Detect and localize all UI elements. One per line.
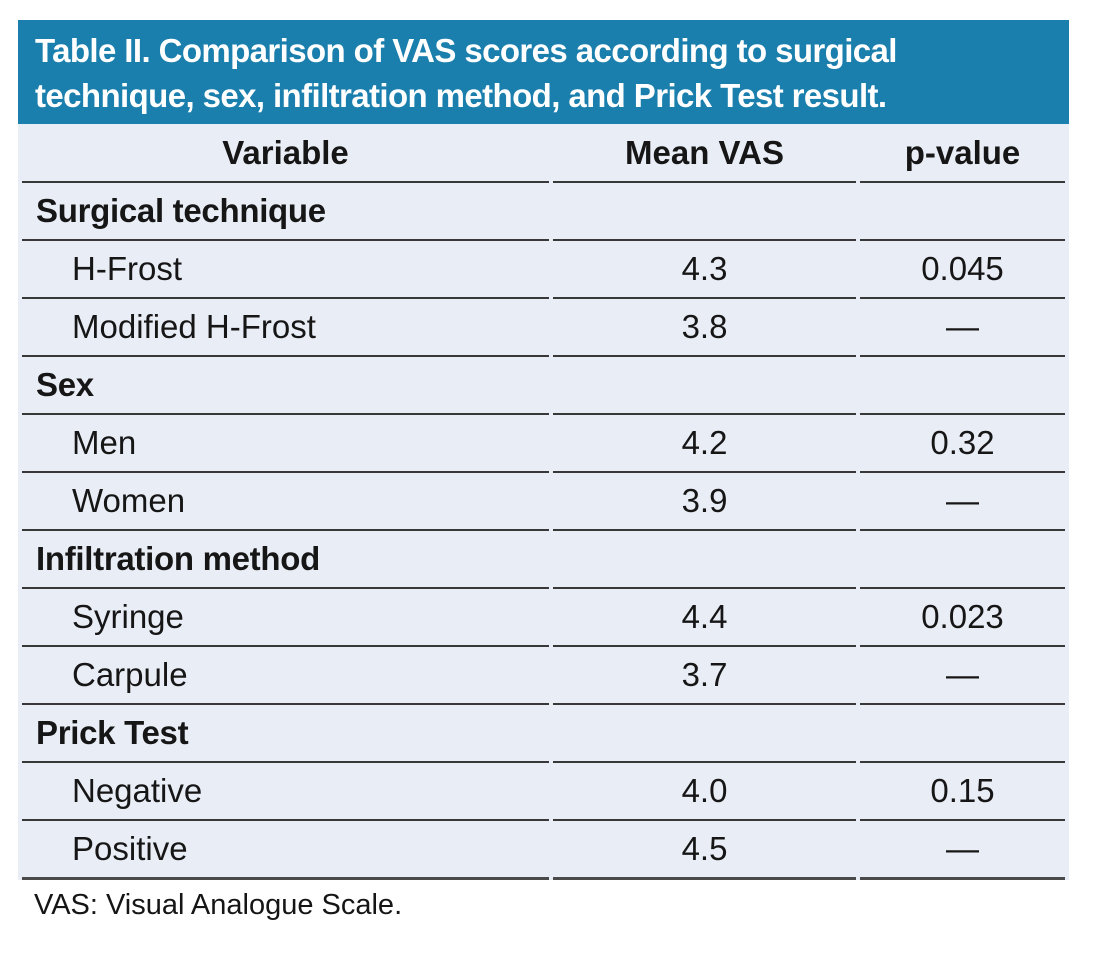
row-label: H-Frost xyxy=(22,241,549,299)
p-value-cell: — xyxy=(860,473,1065,531)
empty-cell xyxy=(860,357,1065,415)
row-label: Positive xyxy=(22,821,549,880)
table-row: Men 4.2 0.32 xyxy=(22,415,1065,473)
p-value-cell: 0.32 xyxy=(860,415,1065,473)
table-figure: Table II. Comparison of VAS scores accor… xyxy=(18,20,1069,922)
row-label: Carpule xyxy=(22,647,549,705)
vas-comparison-table: Variable Mean VAS p-value Surgical techn… xyxy=(18,124,1069,880)
section-row-surgical-technique: Surgical technique xyxy=(22,183,1065,241)
empty-cell xyxy=(553,705,856,763)
section-row-sex: Sex xyxy=(22,357,1065,415)
column-header-row: Variable Mean VAS p-value xyxy=(22,124,1065,183)
table-row: Carpule 3.7 — xyxy=(22,647,1065,705)
table-row: Syringe 4.4 0.023 xyxy=(22,589,1065,647)
p-value-cell: — xyxy=(860,647,1065,705)
row-label: Men xyxy=(22,415,549,473)
section-row-prick-test: Prick Test xyxy=(22,705,1065,763)
table-row: Positive 4.5 — xyxy=(22,821,1065,880)
p-value-cell: — xyxy=(860,821,1065,880)
mean-vas-cell: 4.3 xyxy=(553,241,856,299)
empty-cell xyxy=(860,531,1065,589)
empty-cell xyxy=(553,183,856,241)
mean-vas-cell: 4.0 xyxy=(553,763,856,821)
table-row: Negative 4.0 0.15 xyxy=(22,763,1065,821)
empty-cell xyxy=(860,705,1065,763)
p-value-cell: 0.045 xyxy=(860,241,1065,299)
section-label: Surgical technique xyxy=(22,183,549,241)
table-title-bar: Table II. Comparison of VAS scores accor… xyxy=(18,20,1069,124)
row-label: Syringe xyxy=(22,589,549,647)
mean-vas-cell: 3.8 xyxy=(553,299,856,357)
p-value-cell: 0.15 xyxy=(860,763,1065,821)
mean-vas-cell: 3.7 xyxy=(553,647,856,705)
row-label: Women xyxy=(22,473,549,531)
table-footnote: VAS: Visual Analogue Scale. xyxy=(18,889,1069,922)
mean-vas-cell: 4.2 xyxy=(553,415,856,473)
column-header-mean-vas: Mean VAS xyxy=(553,124,856,183)
p-value-cell: — xyxy=(860,299,1065,357)
section-label: Infiltration method xyxy=(22,531,549,589)
empty-cell xyxy=(553,531,856,589)
row-label: Negative xyxy=(22,763,549,821)
table-row: Modified H-Frost 3.8 — xyxy=(22,299,1065,357)
mean-vas-cell: 4.4 xyxy=(553,589,856,647)
table-row: Women 3.9 — xyxy=(22,473,1065,531)
section-label: Prick Test xyxy=(22,705,549,763)
section-label: Sex xyxy=(22,357,549,415)
table-title-line-1: Table II. Comparison of VAS scores accor… xyxy=(35,32,897,69)
column-header-p-value: p-value xyxy=(860,124,1065,183)
empty-cell xyxy=(553,357,856,415)
row-label: Modified H-Frost xyxy=(22,299,549,357)
section-row-infiltration-method: Infiltration method xyxy=(22,531,1065,589)
table-row: H-Frost 4.3 0.045 xyxy=(22,241,1065,299)
column-header-variable: Variable xyxy=(22,124,549,183)
p-value-cell: 0.023 xyxy=(860,589,1065,647)
mean-vas-cell: 3.9 xyxy=(553,473,856,531)
mean-vas-cell: 4.5 xyxy=(553,821,856,880)
empty-cell xyxy=(860,183,1065,241)
table-title-line-2: technique, sex, infiltration method, and… xyxy=(35,77,887,114)
